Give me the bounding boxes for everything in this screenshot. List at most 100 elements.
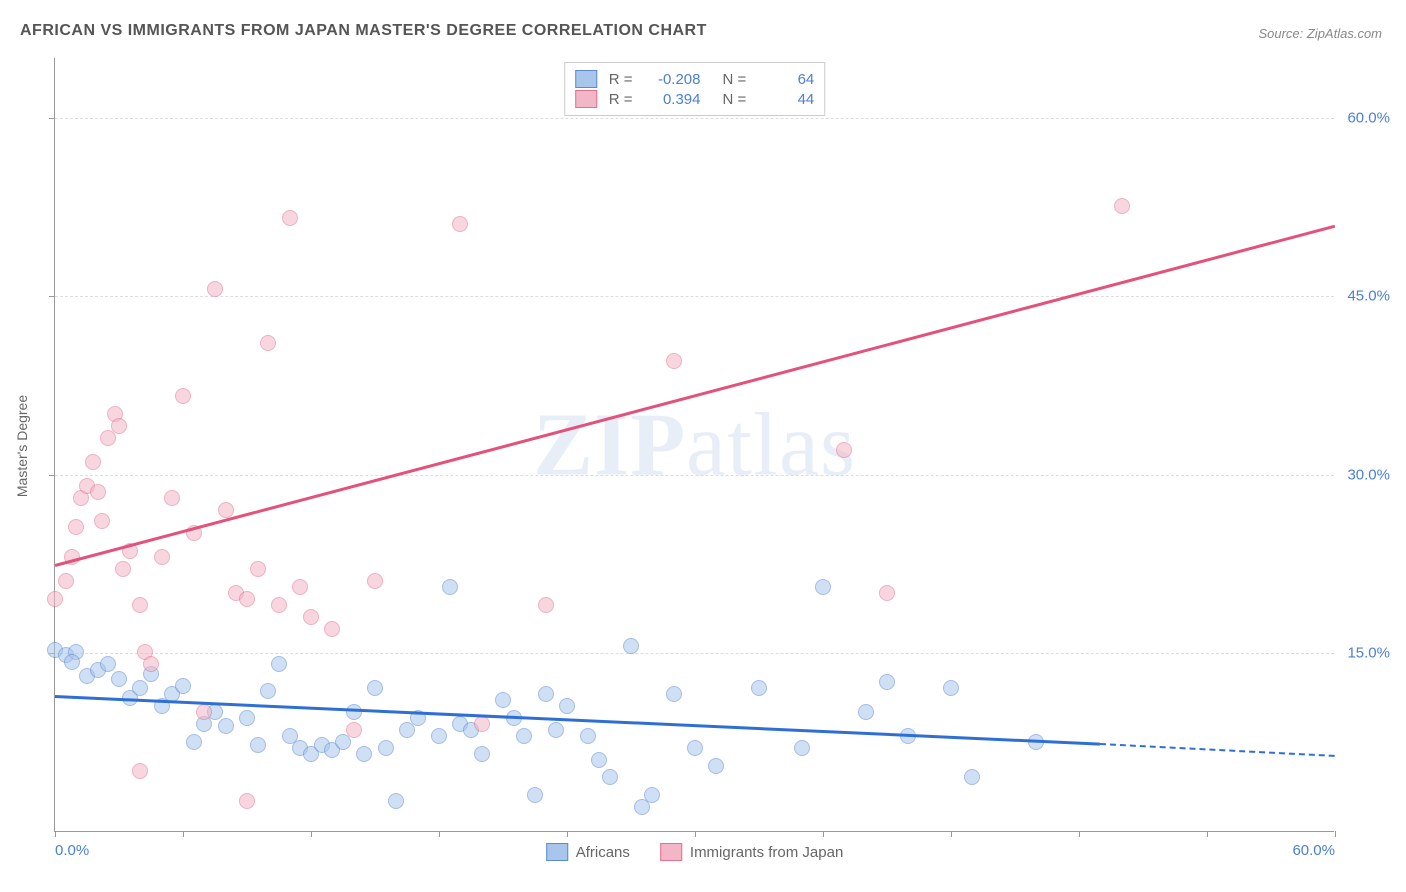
x-tick-mark — [1207, 831, 1208, 837]
data-point — [346, 704, 362, 720]
legend-label-japan: Immigrants from Japan — [690, 844, 843, 861]
data-point — [143, 656, 159, 672]
data-point — [367, 680, 383, 696]
data-point — [815, 579, 831, 595]
data-point — [324, 621, 340, 637]
source-attribution: Source: ZipAtlas.com — [1258, 26, 1382, 41]
data-point — [175, 388, 191, 404]
gridline-h — [55, 653, 1334, 654]
data-point — [271, 656, 287, 672]
x-tick-mark — [1335, 831, 1336, 837]
data-point — [260, 335, 276, 351]
data-point — [260, 683, 276, 699]
data-point — [47, 591, 63, 607]
x-tick-mark — [695, 831, 696, 837]
data-point — [132, 680, 148, 696]
correlation-legend: R = -0.208 N = 64 R = 0.394 N = 44 — [564, 62, 826, 116]
legend-row-japan: R = 0.394 N = 44 — [575, 90, 815, 108]
data-point — [559, 698, 575, 714]
trend-line-dashed — [1100, 743, 1335, 757]
data-point — [218, 718, 234, 734]
data-point — [442, 579, 458, 595]
data-point — [687, 740, 703, 756]
data-point — [708, 758, 724, 774]
data-point — [196, 704, 212, 720]
data-point — [186, 734, 202, 750]
legend-label-africans: Africans — [576, 844, 630, 861]
swatch-japan — [575, 90, 597, 108]
y-tick-mark — [49, 118, 55, 119]
x-tick-mark — [951, 831, 952, 837]
data-point — [132, 597, 148, 613]
data-point — [858, 704, 874, 720]
plot-area: ZIPatlas R = -0.208 N = 64 R = 0.394 N =… — [54, 58, 1334, 832]
data-point — [367, 573, 383, 589]
data-point — [85, 454, 101, 470]
data-point — [527, 787, 543, 803]
watermark-atlas: atlas — [686, 395, 856, 494]
data-point — [879, 674, 895, 690]
watermark: ZIPatlas — [533, 393, 856, 496]
data-point — [644, 787, 660, 803]
data-point — [100, 656, 116, 672]
data-point — [538, 597, 554, 613]
gridline-h — [55, 475, 1334, 476]
data-point — [94, 513, 110, 529]
data-point — [538, 686, 554, 702]
x-tick-mark — [823, 831, 824, 837]
x-tick-mark — [183, 831, 184, 837]
data-point — [303, 609, 319, 625]
y-tick-label: 60.0% — [1347, 109, 1390, 126]
data-point — [879, 585, 895, 601]
n-label: N = — [723, 71, 747, 88]
legend-item-japan: Immigrants from Japan — [660, 843, 843, 861]
data-point — [292, 579, 308, 595]
y-axis-label: Master's Degree — [14, 395, 30, 497]
r-value-africans: -0.208 — [645, 71, 701, 88]
data-point — [64, 654, 80, 670]
y-tick-label: 45.0% — [1347, 288, 1390, 305]
x-tick-mark — [1079, 831, 1080, 837]
data-point — [474, 746, 490, 762]
data-point — [250, 737, 266, 753]
swatch-japan — [660, 843, 682, 861]
data-point — [794, 740, 810, 756]
r-label: R = — [609, 91, 633, 108]
data-point — [378, 740, 394, 756]
gridline-h — [55, 118, 1334, 119]
data-point — [943, 680, 959, 696]
data-point — [218, 502, 234, 518]
watermark-zip: ZIP — [533, 395, 686, 494]
data-point — [239, 591, 255, 607]
data-point — [495, 692, 511, 708]
data-point — [239, 793, 255, 809]
r-value-japan: 0.394 — [645, 91, 701, 108]
data-point — [282, 210, 298, 226]
data-point — [250, 561, 266, 577]
data-point — [474, 716, 490, 732]
data-point — [356, 746, 372, 762]
data-point — [346, 722, 362, 738]
data-point — [175, 678, 191, 694]
data-point — [431, 728, 447, 744]
legend-row-africans: R = -0.208 N = 64 — [575, 70, 815, 88]
chart-title: AFRICAN VS IMMIGRANTS FROM JAPAN MASTER'… — [20, 22, 707, 40]
data-point — [964, 769, 980, 785]
data-point — [751, 680, 767, 696]
n-value-japan: 44 — [758, 91, 814, 108]
y-tick-mark — [49, 475, 55, 476]
data-point — [68, 519, 84, 535]
x-tick-mark — [439, 831, 440, 837]
x-tick-mark — [311, 831, 312, 837]
x-tick-label: 0.0% — [55, 842, 89, 859]
data-point — [388, 793, 404, 809]
x-tick-label: 60.0% — [1292, 842, 1335, 859]
data-point — [164, 490, 180, 506]
n-label: N = — [723, 91, 747, 108]
y-tick-label: 15.0% — [1347, 645, 1390, 662]
y-tick-mark — [49, 296, 55, 297]
series-legend: Africans Immigrants from Japan — [546, 843, 844, 861]
data-point — [154, 549, 170, 565]
swatch-africans — [575, 70, 597, 88]
gridline-h — [55, 296, 1334, 297]
